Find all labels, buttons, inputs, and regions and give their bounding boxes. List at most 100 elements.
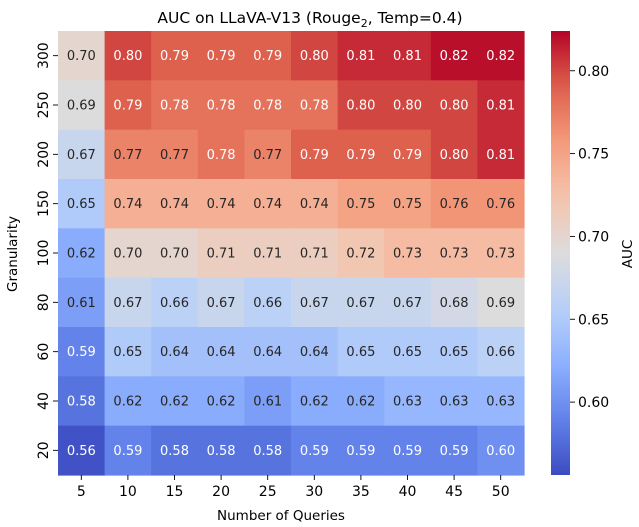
colorbar-tick-label: 0.70 <box>578 229 609 245</box>
heatmap-cell <box>337 425 385 476</box>
heatmap-cell <box>291 228 339 279</box>
heatmap-cell <box>244 179 292 229</box>
cell-value-label: 0.61 <box>67 296 96 311</box>
cell-value-label: 0.79 <box>113 99 142 114</box>
cell-value-label: 0.71 <box>207 247 236 262</box>
heatmap-cell <box>430 277 478 328</box>
cell-value-label: 0.81 <box>346 49 375 64</box>
cell-value-label: 0.81 <box>486 148 515 163</box>
colorbar-label: AUC <box>620 240 636 269</box>
heatmap-cell <box>104 80 152 131</box>
y-tick-label: 150 <box>36 190 52 217</box>
cell-value-label: 0.75 <box>393 197 422 212</box>
colorbar-tick-label: 0.60 <box>578 395 609 411</box>
cell-value-label: 0.67 <box>393 296 422 311</box>
cell-value-label: 0.62 <box>300 395 329 410</box>
heatmap-cell <box>151 129 199 180</box>
heatmap-cell <box>337 80 385 131</box>
x-tick-label: 35 <box>352 484 370 500</box>
x-tick-label: 20 <box>212 484 230 500</box>
x-tick-label: 40 <box>399 484 417 500</box>
cell-value-label: 0.79 <box>300 148 329 163</box>
heatmap-cell <box>244 80 292 131</box>
heatmap-cell <box>104 327 152 377</box>
heatmap-cell <box>197 425 245 476</box>
cell-value-label: 0.61 <box>253 395 282 410</box>
colorbar <box>551 31 570 475</box>
cell-value-label: 0.60 <box>486 444 515 459</box>
heatmap-cell <box>244 31 292 81</box>
heatmap-cell <box>58 31 106 81</box>
heatmap-cell <box>151 31 199 81</box>
colorbar-tick-label: 0.75 <box>578 147 609 163</box>
heatmap-cell <box>197 228 245 279</box>
cell-value-label: 0.56 <box>67 444 96 459</box>
cell-value-label: 0.80 <box>113 49 142 64</box>
cell-value-label: 0.80 <box>300 49 329 64</box>
heatmap-cell <box>104 129 152 180</box>
heatmap-cell <box>430 228 478 279</box>
heatmap-cell <box>291 277 339 328</box>
x-axis-ticks: 5 10 15 20 25 30 35 40 45 50 <box>77 475 510 500</box>
heatmap-cell <box>430 80 478 131</box>
heatmap-cell <box>197 376 245 427</box>
heatmap-cell <box>430 425 478 476</box>
cell-value-label: 0.80 <box>393 99 422 114</box>
cell-value-label: 0.59 <box>300 444 329 459</box>
cell-value-label: 0.63 <box>440 395 469 410</box>
heatmap-cell <box>384 179 432 229</box>
cell-value-label: 0.82 <box>486 49 515 64</box>
x-tick-label: 15 <box>166 484 184 500</box>
heatmap-cell <box>384 425 432 476</box>
heatmap-cell <box>244 228 292 279</box>
heatmap-cell <box>197 277 245 328</box>
cell-value-label: 0.74 <box>300 197 329 212</box>
heatmap-cell <box>58 376 106 427</box>
cell-value-label: 0.79 <box>207 49 236 64</box>
heatmap-cell <box>151 80 199 131</box>
x-tick-label: 30 <box>305 484 323 500</box>
cell-value-label: 0.59 <box>440 444 469 459</box>
cell-value-label: 0.65 <box>346 345 375 360</box>
heatmap-cell <box>104 425 152 476</box>
cell-value-label: 0.73 <box>486 247 515 262</box>
heatmap-cell <box>244 327 292 377</box>
heatmap-cells <box>58 31 525 476</box>
cell-value-label: 0.71 <box>300 247 329 262</box>
y-axis-label: Granularity <box>5 216 21 292</box>
x-axis-label: Number of Queries <box>217 508 345 524</box>
y-tick-label: 250 <box>36 92 52 119</box>
heatmap-cell <box>337 129 385 180</box>
cell-value-label: 0.66 <box>160 296 189 311</box>
heatmap-cell <box>197 31 245 81</box>
heatmap-cell <box>337 31 385 81</box>
cell-value-label: 0.78 <box>253 99 282 114</box>
cell-value-label: 0.63 <box>486 395 515 410</box>
cell-value-label: 0.79 <box>160 49 189 64</box>
chart-title-subscript: 2 <box>361 17 368 30</box>
chart-title-suffix: , Temp=0.4) <box>368 9 463 27</box>
x-tick-label: 5 <box>77 484 86 500</box>
heatmap-cell <box>384 376 432 427</box>
heatmap-cell <box>151 179 199 229</box>
heatmap-cell <box>291 425 339 476</box>
heatmap-cell <box>337 179 385 229</box>
cell-value-label: 0.59 <box>346 444 375 459</box>
cell-value-label: 0.65 <box>393 345 422 360</box>
heatmap-cell <box>197 327 245 377</box>
cell-value-label: 0.80 <box>440 148 469 163</box>
heatmap-cell <box>477 327 525 377</box>
cell-value-label: 0.69 <box>67 99 96 114</box>
heatmap-cell <box>337 327 385 377</box>
cell-value-label: 0.58 <box>253 444 282 459</box>
cell-value-label: 0.78 <box>300 99 329 114</box>
cell-value-label: 0.64 <box>207 345 236 360</box>
cell-value-label: 0.76 <box>486 197 515 212</box>
cell-value-label: 0.67 <box>300 296 329 311</box>
heatmap-cell <box>151 228 199 279</box>
cell-value-label: 0.62 <box>113 395 142 410</box>
cell-value-label: 0.67 <box>346 296 375 311</box>
heatmap-cell <box>384 327 432 377</box>
colorbar-tick-label: 0.80 <box>578 64 609 80</box>
